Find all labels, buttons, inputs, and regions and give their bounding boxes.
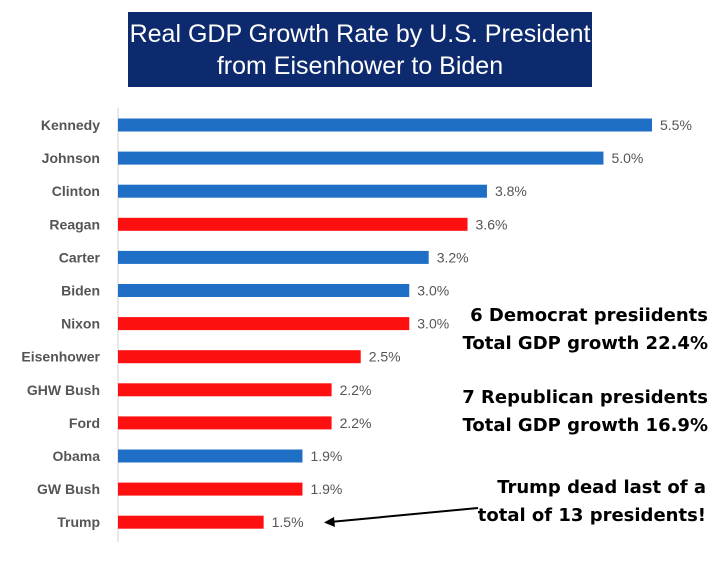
- bar-obama: [118, 449, 303, 463]
- bar-trump: [118, 515, 264, 529]
- value-label: 2.2%: [340, 382, 372, 398]
- category-label: GW Bush: [37, 481, 100, 497]
- republican-annotation: 7 Republican presidents Total GDP growth…: [462, 384, 708, 440]
- bar-ghw-bush: [118, 383, 332, 397]
- democrat-total: Total GDP growth 22.4%: [462, 333, 708, 354]
- category-label: Clinton: [52, 183, 100, 199]
- value-label: 3.0%: [417, 283, 449, 299]
- trump-annotation: Trump dead last of a total of 13 preside…: [478, 474, 706, 530]
- democrat-annotation: 6 Democrat presiidents Total GDP growth …: [462, 302, 708, 358]
- value-label: 3.6%: [476, 216, 508, 232]
- bar-clinton: [118, 184, 487, 198]
- value-label: 3.8%: [495, 183, 527, 199]
- value-label: 3.0%: [417, 316, 449, 332]
- value-label: 1.9%: [310, 448, 342, 464]
- value-label: 1.9%: [310, 481, 342, 497]
- bar-eisenhower: [118, 350, 361, 364]
- title-line-2: from Eisenhower to Biden: [216, 51, 504, 80]
- trump-arrow: [329, 507, 479, 523]
- republican-count: 7 Republican presidents: [462, 387, 708, 408]
- democrat-count: 6 Democrat presiidents: [470, 305, 708, 326]
- category-label: Trump: [57, 514, 100, 530]
- value-label: 2.5%: [369, 349, 401, 365]
- category-label: Carter: [59, 249, 101, 265]
- bar-kennedy: [118, 118, 652, 132]
- category-label: Eisenhower: [21, 349, 100, 365]
- trump-arrowhead: [324, 517, 335, 527]
- title-line-1: Real GDP Growth Rate by U.S. President: [129, 19, 591, 48]
- bar-ford: [118, 416, 332, 430]
- value-label: 1.5%: [272, 514, 304, 530]
- value-label: 5.0%: [611, 150, 643, 166]
- category-label: Reagan: [49, 216, 100, 232]
- category-label: Johnson: [42, 150, 100, 166]
- bar-biden: [118, 284, 410, 297]
- republican-total: Total GDP growth 16.9%: [462, 415, 708, 436]
- bar-nixon: [118, 317, 410, 331]
- trump-note-1: Trump dead last of a: [497, 477, 706, 498]
- category-label: Nixon: [61, 316, 100, 332]
- chart-title: Real GDP Growth Rate by U.S. President f…: [128, 12, 592, 87]
- bar-reagan: [118, 217, 468, 231]
- category-label: Kennedy: [41, 117, 100, 133]
- category-label: GHW Bush: [27, 382, 100, 398]
- value-label: 2.2%: [340, 415, 372, 431]
- category-label: Ford: [69, 415, 100, 431]
- trump-note-2: total of 13 presidents!: [477, 505, 706, 526]
- value-label: 5.5%: [660, 117, 692, 133]
- bar-gw-bush: [118, 482, 303, 496]
- bar-carter: [118, 250, 429, 264]
- category-label: Obama: [53, 448, 101, 464]
- category-label: Biden: [61, 283, 100, 299]
- value-label: 3.2%: [437, 249, 469, 265]
- bar-johnson: [118, 151, 604, 165]
